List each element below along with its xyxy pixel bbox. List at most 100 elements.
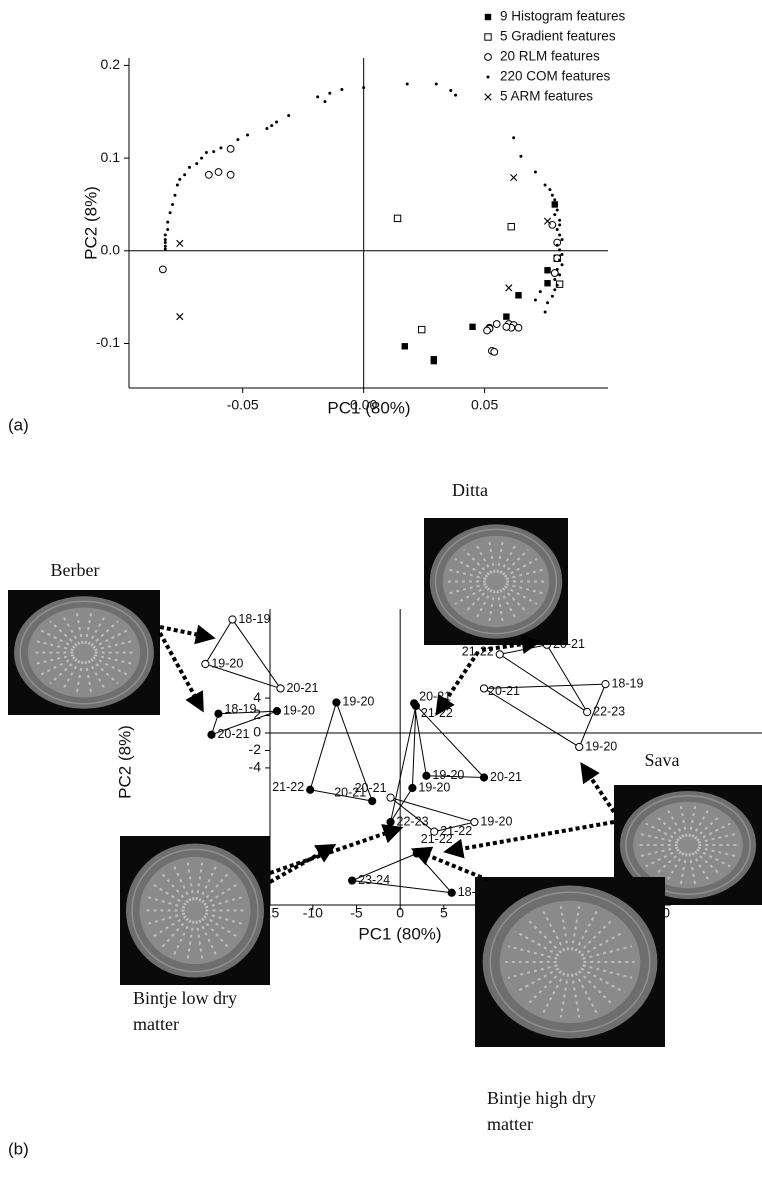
data-point: [195, 162, 199, 166]
data-point: [495, 650, 504, 659]
data-point: [187, 165, 191, 169]
data-point: [512, 136, 516, 140]
photo-texture: [515, 930, 560, 957]
data-point: [479, 684, 489, 693]
data-point: [553, 278, 557, 282]
y-tick-label: -4: [249, 759, 262, 775]
data-point: [201, 659, 210, 669]
photo: [424, 518, 568, 645]
photo-texture: [559, 906, 570, 951]
arrow: [159, 624, 216, 645]
data-point: [306, 785, 315, 794]
legend-label: 220 COM features: [500, 69, 611, 84]
photo-texture: [559, 973, 570, 1018]
point-label: 21-22: [272, 780, 304, 794]
legend-marker: [486, 75, 490, 79]
data-point: [163, 247, 167, 251]
data-point: [214, 168, 223, 176]
photo-texture: [507, 945, 558, 960]
data-point: [265, 126, 269, 130]
point-label: 21-22: [462, 645, 494, 659]
arrow: [269, 844, 337, 884]
data-point: [555, 208, 559, 212]
panel-label: (a): [8, 415, 29, 434]
legend-marker: [484, 53, 492, 61]
photo-texture: [49, 620, 78, 647]
group-outline: [204, 618, 282, 690]
photo-label: matter: [487, 1114, 533, 1134]
group-outline: [210, 710, 278, 736]
photo-texture: [488, 539, 496, 573]
data-point: [558, 273, 562, 277]
y-axis-label: PC2 (8%): [115, 725, 134, 799]
group-outline: [482, 683, 607, 748]
data-point: [546, 301, 550, 305]
data-point: [543, 183, 547, 187]
photo-texture: [694, 814, 722, 840]
photo-texture: [526, 970, 562, 1006]
photo-label: Bintje high dry: [487, 1088, 596, 1108]
data-point: [449, 88, 453, 92]
x-tick-label: 0: [396, 905, 404, 921]
data-point: [575, 742, 584, 752]
point-label: 20-21: [286, 681, 318, 695]
data-point: [393, 214, 402, 223]
data-point: [560, 253, 564, 257]
data-point: [323, 100, 327, 104]
data-point: [553, 198, 557, 202]
data-point: [510, 173, 518, 182]
arrow: [158, 632, 204, 713]
photo-texture: [691, 808, 710, 838]
photo: [614, 785, 762, 905]
group-outline: [413, 701, 486, 779]
photo-ring: [489, 891, 651, 1033]
data-point: [503, 313, 510, 320]
legend-marker: [484, 33, 492, 41]
data-point: [163, 233, 167, 237]
photo-texture: [501, 549, 529, 576]
photo-texture: [61, 614, 81, 646]
data-point: [158, 265, 167, 274]
data-point: [386, 817, 395, 827]
photo-tuber-core: [442, 535, 550, 628]
point-label: 19-20: [480, 814, 512, 828]
data-point: [558, 258, 562, 262]
point-label: 19-20: [418, 780, 450, 794]
legend-label: 9 Histogram features: [500, 9, 626, 24]
legend-label: 5 Gradient features: [500, 29, 616, 44]
x-axis-label: PC1 (80%): [327, 398, 410, 417]
point-label: 19-20: [211, 656, 243, 670]
data-point: [533, 298, 537, 302]
photo-label: Bintje low dry: [133, 988, 237, 1008]
legend-marker: [484, 13, 492, 21]
y-axis-label: PC2 (8%): [81, 186, 100, 260]
data-point: [275, 120, 279, 124]
data-point: [548, 188, 552, 192]
data-point: [171, 202, 175, 206]
photo-texture: [574, 972, 598, 1014]
photo-texture: [474, 589, 493, 621]
photo-texture: [542, 910, 566, 952]
data-point: [411, 701, 420, 711]
photo-texture: [526, 918, 562, 954]
point-label: 18-19: [238, 612, 270, 626]
photo-tuber-core: [633, 801, 743, 889]
photo-label: Berber: [51, 560, 100, 580]
photo-label: Ditta: [452, 480, 488, 500]
photo-ring: [625, 795, 751, 895]
data-point: [332, 698, 341, 707]
photo-texture: [515, 967, 560, 994]
photo-tuber-core: [27, 607, 141, 698]
data-point: [226, 170, 235, 179]
y-tick-label: 2: [253, 706, 261, 722]
data-point: [514, 323, 523, 332]
data-point: [204, 151, 208, 155]
photo-texture: [679, 805, 688, 837]
x-tick-label: -10: [303, 905, 323, 921]
data-point: [200, 156, 204, 160]
data-point: [548, 220, 557, 229]
data-point: [469, 323, 476, 331]
point-label: 18-19: [611, 676, 643, 690]
